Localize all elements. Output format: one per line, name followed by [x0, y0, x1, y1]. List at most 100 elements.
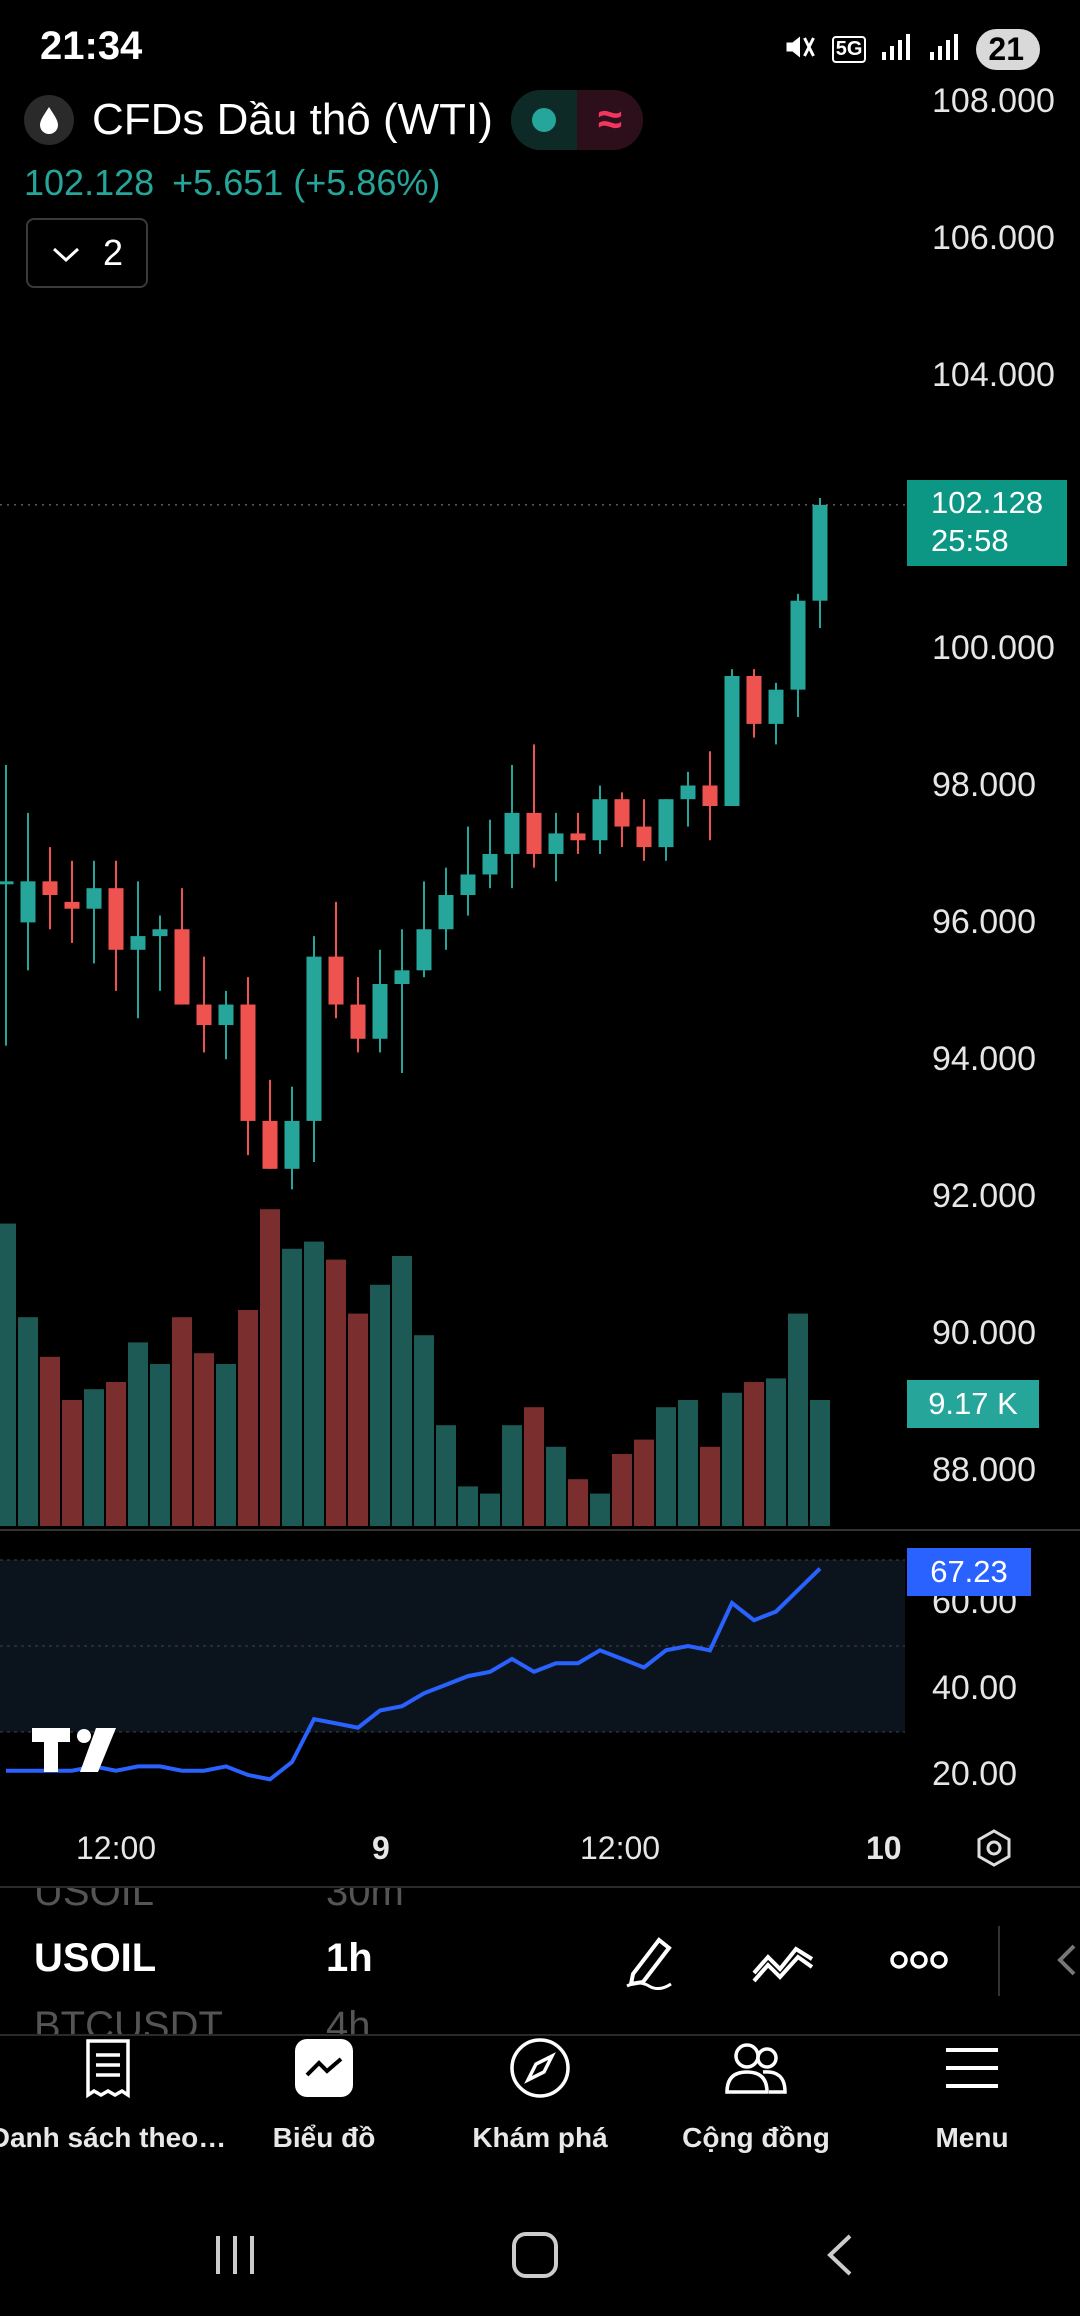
volume-bar: [84, 1389, 104, 1526]
nav-watchlist[interactable]: Danh sách theo…: [0, 2030, 226, 2180]
symbol-header[interactable]: CFDs Dầu thô (WTI) ≈: [24, 90, 643, 150]
home-icon[interactable]: [500, 2220, 570, 2290]
volume-bar: [128, 1342, 148, 1526]
nav-label: Biểu đồ: [272, 2122, 376, 2153]
indicators-collapse-button[interactable]: 2: [26, 218, 148, 288]
candle-body: [482, 853, 498, 875]
picker-interval-selected[interactable]: 1h: [326, 1936, 373, 1980]
chevron-left-icon[interactable]: [1052, 1940, 1080, 1985]
price-tick: 94.000: [932, 1040, 1036, 1078]
status-icons: 5G 21: [782, 26, 1040, 72]
watchlist-icon: [82, 2030, 134, 2106]
rsi-value-label: 67.23: [907, 1548, 1031, 1596]
candle-body: [350, 1004, 366, 1039]
nav-menu[interactable]: Menu: [864, 2030, 1080, 2180]
candle-body: [262, 1120, 278, 1169]
volume-bar: [150, 1364, 170, 1526]
volume-bar: [436, 1425, 456, 1526]
pen-icon[interactable]: [614, 1922, 684, 1998]
chart-settings-icon[interactable]: [974, 1828, 1014, 1873]
market-status-pills[interactable]: ≈: [510, 90, 643, 150]
volume-bar: [810, 1400, 830, 1526]
rsi-line: [6, 1567, 822, 1782]
candle-body: [460, 874, 476, 896]
price-tick: 88.000: [932, 1451, 1036, 1489]
symbol-name[interactable]: CFDs Dầu thô (WTI): [92, 95, 493, 144]
price-tick: 92.000: [932, 1177, 1036, 1215]
candle-body: [108, 888, 124, 950]
candle-body: [372, 984, 388, 1039]
volume-bar: [172, 1317, 192, 1526]
nav-community[interactable]: Cộng đồng: [648, 2030, 864, 2180]
nav-label: Danh sách theo…: [0, 2122, 227, 2153]
candle-body: [724, 675, 740, 807]
price-chart[interactable]: [0, 0, 1080, 1800]
compass-icon: [508, 2030, 572, 2106]
rsi-tick: 20.00: [932, 1755, 1018, 1793]
picker-symbol[interactable]: BTCUSDT: [34, 2004, 223, 2034]
picker-symbol[interactable]: USOIL: [34, 1888, 155, 1914]
price-tick: 90.000: [932, 1314, 1036, 1352]
price-tick: 100.000: [932, 629, 1055, 667]
chevron-down-icon: [51, 232, 81, 274]
candle-body: [548, 833, 564, 854]
drop-icon: [24, 95, 74, 145]
picker-interval[interactable]: 30m: [326, 1888, 404, 1914]
recent-apps-icon[interactable]: [200, 2220, 270, 2290]
approx-icon[interactable]: ≈: [576, 90, 643, 150]
picker-interval[interactable]: 4h: [326, 2004, 371, 2034]
more-dots-icon[interactable]: [884, 1922, 954, 1998]
bar-countdown: 25:58: [931, 523, 1009, 558]
volume-bar: [744, 1382, 764, 1526]
candle-body: [196, 1004, 212, 1026]
market-open-dot-icon[interactable]: [510, 90, 577, 150]
volume-bar: [194, 1353, 214, 1526]
candle-body: [702, 785, 718, 807]
trend-line-icon[interactable]: [748, 1922, 818, 1998]
candle-body: [570, 833, 586, 841]
time-tick: 12:00: [580, 1830, 661, 1866]
volume-bar: [0, 1223, 16, 1526]
volume-bar: [788, 1313, 808, 1526]
volume-bar: [766, 1378, 786, 1526]
nav-chart[interactable]: Biểu đồ: [216, 2030, 432, 2180]
candle-body: [790, 600, 806, 690]
candle-body: [20, 881, 36, 923]
candle-body: [130, 936, 146, 950]
last-price-label: 102.128 25:58: [907, 480, 1067, 566]
candle-body: [526, 812, 542, 854]
last-price-value: 102.128: [931, 485, 1044, 520]
volume-bar: [18, 1317, 38, 1526]
volume-bar: [238, 1310, 258, 1526]
price-tick: 108.000: [932, 82, 1055, 120]
candle-body: [504, 812, 520, 854]
last-price: 102.128: [24, 162, 155, 203]
volume-bar: [62, 1400, 82, 1526]
candle-body: [416, 929, 432, 971]
time-tick: 10: [866, 1830, 902, 1866]
candle-body: [328, 956, 344, 1005]
candle-body: [438, 895, 454, 930]
back-icon[interactable]: [804, 2220, 874, 2290]
picker-symbol-selected[interactable]: USOIL: [34, 1936, 157, 1980]
mute-icon: [782, 29, 818, 70]
candle-body: [658, 799, 674, 848]
nav-label: Menu: [935, 2122, 1009, 2153]
volume-bar: [40, 1356, 60, 1526]
nav-explore[interactable]: Khám phá: [432, 2030, 648, 2180]
volume-bar: [524, 1407, 544, 1526]
symbol-interval-picker[interactable]: USOIL 30m USOIL 1h BTCUSDT 4h: [0, 1888, 600, 2034]
candle-body: [306, 956, 322, 1121]
volume-bar: [348, 1313, 368, 1526]
volume-bar: [480, 1493, 500, 1526]
rsi-band-background: [0, 1560, 905, 1732]
candle-body: [768, 689, 784, 724]
price-change: +5.651: [172, 162, 284, 203]
menu-icon: [944, 2030, 1000, 2106]
volume-bar: [634, 1439, 654, 1526]
community-icon: [723, 2030, 789, 2106]
volume-label: 9.17 K: [907, 1380, 1039, 1428]
candle-body: [42, 881, 58, 896]
rsi-tick: 40.00: [932, 1669, 1018, 1707]
battery-badge: 21: [976, 28, 1040, 70]
